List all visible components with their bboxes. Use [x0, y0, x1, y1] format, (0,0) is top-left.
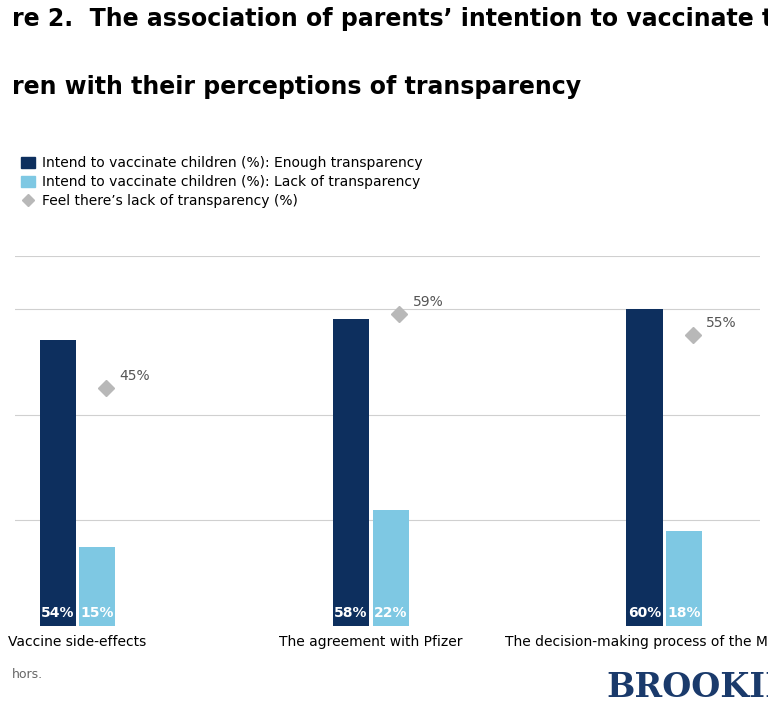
- Text: 18%: 18%: [667, 606, 701, 620]
- Bar: [79, 547, 115, 626]
- Text: ren with their perceptions of transparency: ren with their perceptions of transparen…: [12, 75, 581, 99]
- Text: hors.: hors.: [12, 668, 43, 681]
- Text: re 2.  The association of parents’ intention to vaccinate their: re 2. The association of parents’ intent…: [12, 7, 768, 31]
- Text: 45%: 45%: [119, 369, 150, 383]
- Text: 22%: 22%: [374, 606, 408, 620]
- Text: 58%: 58%: [334, 606, 368, 620]
- Bar: [333, 319, 369, 626]
- Text: 59%: 59%: [412, 294, 443, 309]
- Bar: [627, 309, 663, 626]
- Bar: [372, 510, 409, 626]
- Bar: [39, 341, 75, 626]
- Text: 15%: 15%: [81, 606, 114, 620]
- Text: BROOKII: BROOKII: [607, 671, 768, 704]
- Text: 55%: 55%: [706, 316, 737, 330]
- Text: 54%: 54%: [41, 606, 74, 620]
- Legend: Intend to vaccinate children (%): Enough transparency, Intend to vaccinate child: Intend to vaccinate children (%): Enough…: [15, 151, 428, 214]
- Text: 60%: 60%: [628, 606, 661, 620]
- Bar: [666, 531, 702, 626]
